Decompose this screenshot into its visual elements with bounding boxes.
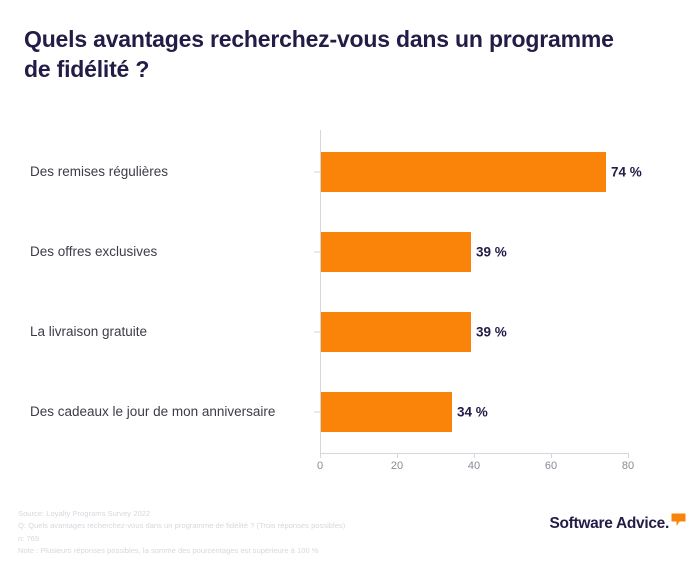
x-axis-tick-mark	[551, 453, 552, 458]
y-axis-tick	[314, 251, 320, 253]
bar-row: Des offres exclusives 39 %	[0, 212, 700, 292]
y-axis-tick	[314, 331, 320, 333]
x-axis-tick-label: 80	[621, 460, 635, 472]
brand-logo: Software Advice.	[549, 513, 686, 532]
x-axis-tick-label: 60	[544, 460, 558, 472]
bar-track: 39 %	[321, 232, 629, 272]
speech-bubble-icon	[671, 513, 686, 532]
bar-track: 74 %	[321, 152, 642, 192]
x-axis-tick-label: 20	[390, 460, 404, 472]
footer-note: Note : Plusieurs réponses possibles, la …	[18, 545, 319, 555]
footer-notes: Source: Loyalty Programs Survey 2022 Q: …	[18, 508, 488, 557]
bar-value-label: 74 %	[611, 164, 642, 180]
category-label: Des offres exclusives	[30, 244, 158, 260]
y-axis-tick	[314, 411, 320, 413]
category-label: Des remises régulières	[30, 164, 169, 180]
x-axis-tick-mark	[628, 453, 629, 458]
footer-source: Source: Loyalty Programs Survey 2022	[18, 509, 151, 518]
category-label: La livraison gratuite	[30, 324, 148, 340]
bar-row: La livraison gratuite 39 %	[0, 292, 700, 372]
bar-value-label: 39 %	[476, 244, 507, 260]
x-axis-tick-mark	[397, 453, 398, 458]
footer-sample-size: n: 769	[18, 533, 40, 543]
bar-row: Des remises régulières 74 %	[0, 132, 700, 212]
bar-value-label: 39 %	[476, 324, 507, 340]
x-axis-tick-label: 40	[467, 460, 481, 472]
x-axis-tick-mark	[320, 453, 321, 458]
bar[interactable]	[321, 312, 471, 352]
x-axis-ticks: 0 20 40 60 80	[0, 453, 700, 479]
footer-question: Q: Quels avantages recherchez-vous dans …	[18, 521, 346, 531]
bar[interactable]	[321, 392, 452, 432]
bar-row: Des cadeaux le jour de mon anniversaire …	[0, 372, 700, 452]
y-axis-line	[320, 130, 321, 454]
bar-track: 34 %	[321, 392, 629, 432]
y-axis-tick	[314, 171, 320, 173]
bar-value-label: 34 %	[457, 404, 488, 420]
bar[interactable]	[321, 152, 606, 192]
brand-logo-text: Software Advice.	[549, 515, 669, 532]
bar-chart: Des remises régulières 74 % Des offres e…	[0, 130, 700, 479]
x-axis-tick-mark	[474, 453, 475, 458]
bar-track: 39 %	[321, 312, 629, 352]
x-axis-tick-label: 0	[316, 460, 324, 472]
bar[interactable]	[321, 232, 471, 272]
page-title: Quels avantages recherchez-vous dans un …	[24, 26, 614, 83]
category-label: Des cadeaux le jour de mon anniversaire	[30, 404, 276, 420]
